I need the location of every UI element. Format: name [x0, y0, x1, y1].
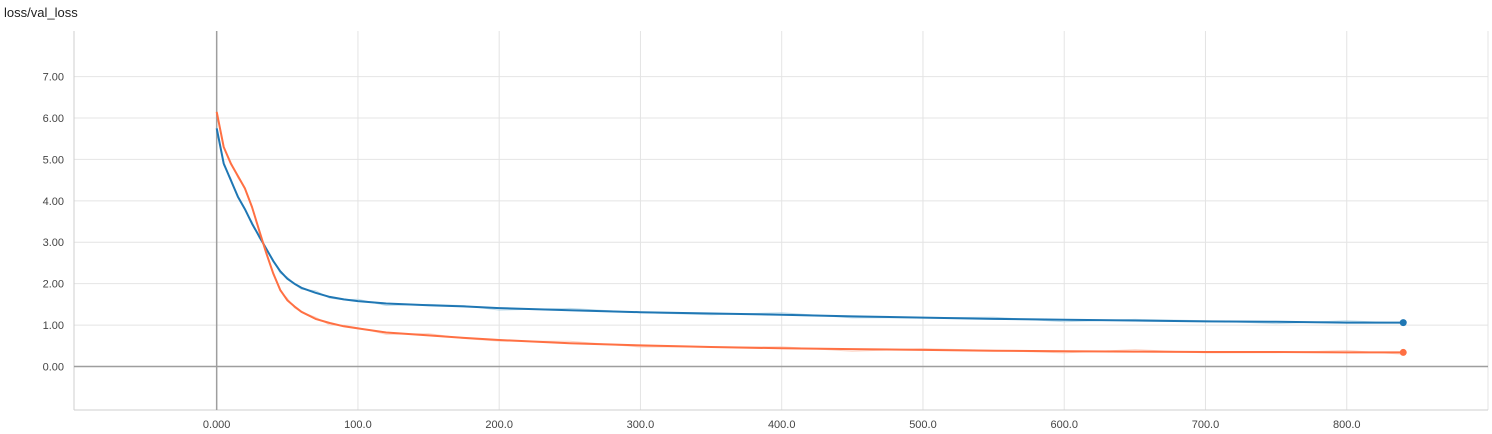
series-layer — [215, 111, 1407, 356]
series-line — [215, 111, 1404, 354]
y-tick-label: 3.00 — [43, 237, 64, 249]
y-tick-label: 0.00 — [43, 362, 64, 374]
tick-labels: 0.00 1.00 2.00 3.00 4.00 5.00 6.00 7.00 0.000 100… — [43, 72, 1361, 431]
series-raw-line — [216, 112, 1404, 355]
x-tick-label: 500.0 — [909, 419, 937, 431]
x-tick-label: 600.0 — [1050, 419, 1078, 431]
axes-layer — [73, 31, 1488, 411]
y-tick-label: 7.00 — [43, 72, 64, 84]
y-tick-label: 2.00 — [43, 279, 64, 291]
x-tick-label: 800.0 — [1333, 419, 1361, 431]
y-tick-label: 5.00 — [43, 154, 64, 166]
series-line — [215, 128, 1404, 324]
y-tick-label: 4.00 — [43, 196, 64, 208]
x-tick-label: 300.0 — [627, 419, 655, 431]
series-raw-line — [216, 127, 1404, 325]
series-end-marker — [1399, 348, 1407, 356]
x-tick-label: 400.0 — [768, 419, 796, 431]
series-end-marker — [1399, 319, 1407, 327]
x-tick-label: 200.0 — [485, 419, 513, 431]
x-tick-label: 100.0 — [344, 419, 372, 431]
x-tick-label: 0.000 — [203, 419, 231, 431]
chart-title: loss/val_loss — [4, 5, 78, 20]
y-tick-label: 6.00 — [43, 113, 64, 125]
x-tick-label: 700.0 — [1192, 419, 1220, 431]
y-tick-label: 1.00 — [43, 320, 64, 332]
